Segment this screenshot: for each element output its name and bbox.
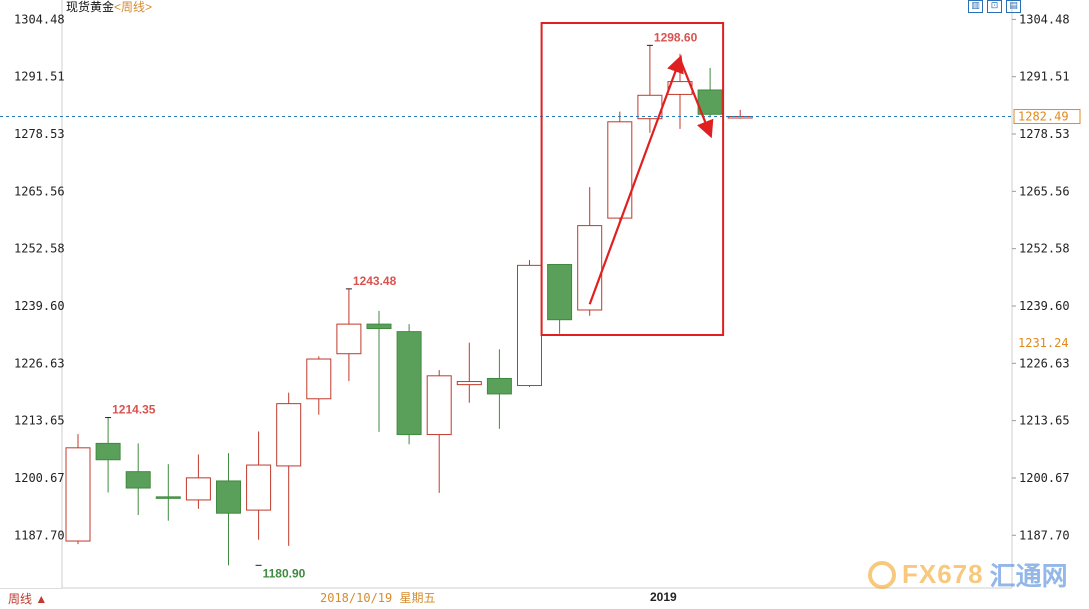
candle-body bbox=[216, 480, 241, 514]
y-axis-left: 1304.48 1291.51 1278.53 1265.56 1252.58 1239.… bbox=[14, 12, 65, 542]
candle-body bbox=[65, 447, 91, 542]
high-price-annotation: 1214.35 bbox=[112, 403, 156, 417]
current-price-box bbox=[1013, 109, 1081, 125]
candle-body bbox=[547, 263, 573, 321]
y-tick-label-left: 1265.56 bbox=[14, 184, 65, 198]
y-tick-label-left: 1291.51 bbox=[14, 70, 65, 84]
y-tick-label-left: 1252.58 bbox=[14, 242, 65, 256]
candle-body bbox=[95, 442, 121, 461]
y-tick-label-right: 1200.67 bbox=[1019, 471, 1070, 485]
candle-body bbox=[426, 375, 452, 436]
tools-icon[interactable]: ⊡ bbox=[987, 0, 1002, 13]
y-tick-label-right: 1252.58 bbox=[1019, 242, 1070, 256]
y-tick-label-right: 1265.56 bbox=[1019, 184, 1070, 198]
y-tick-label-left: 1278.53 bbox=[14, 127, 65, 141]
candle-body bbox=[396, 331, 422, 436]
low-price-annotation: 1180.90 bbox=[263, 566, 306, 580]
y-tick-label-left: 1226.63 bbox=[14, 356, 65, 370]
y-tick-label-left: 1304.48 bbox=[14, 12, 65, 26]
trend-arrow bbox=[588, 54, 684, 305]
candle-body bbox=[246, 464, 272, 511]
candle-body bbox=[276, 403, 302, 467]
candle-body bbox=[125, 471, 151, 489]
candle-body bbox=[185, 477, 211, 501]
chart-icon[interactable]: ▥ bbox=[968, 0, 983, 13]
watermark-brand-cn: 汇通网 bbox=[989, 561, 1068, 591]
candle-body bbox=[155, 496, 181, 499]
period-toggle-button[interactable]: 周线 ▲ bbox=[0, 588, 62, 608]
y-tick-label-right: 1304.48 bbox=[1019, 12, 1070, 26]
candle-body bbox=[517, 264, 542, 387]
y-tick-label-left: 1200.67 bbox=[14, 471, 65, 485]
y-axis-right: 1304.48 1291.51 1278.53 1265.56 1252.58 1239.… bbox=[1012, 12, 1070, 542]
candles-layer bbox=[65, 45, 753, 566]
cursor-date-label: 2018/10/19 星期五 bbox=[320, 591, 436, 605]
indicator-icon[interactable]: ▤ bbox=[1006, 0, 1021, 13]
y-tick-label-right: 1239.60 bbox=[1019, 299, 1070, 313]
current-price-label: 1282.49 bbox=[1018, 110, 1069, 124]
high-price-annotation: 1243.48 bbox=[353, 274, 397, 288]
brand-logo-icon bbox=[868, 560, 896, 589]
trend-arrow bbox=[678, 58, 714, 139]
instrument-name: 现货黄金 bbox=[66, 0, 115, 14]
candle-body bbox=[336, 323, 362, 355]
y-tick-label-left: 1239.60 bbox=[14, 299, 65, 313]
year-marker: 2019 bbox=[650, 590, 677, 604]
y-tick-label-right: 1278.53 bbox=[1019, 127, 1070, 141]
candle-body bbox=[607, 121, 633, 219]
watermark: FX678 汇通网 bbox=[868, 556, 1068, 593]
period-label: <周线> bbox=[114, 0, 153, 14]
chart-title: 现货黄金<周线> bbox=[66, 0, 152, 15]
candle-body bbox=[366, 323, 392, 330]
y-tick-label-right: 1226.63 bbox=[1019, 356, 1070, 370]
reference-price-label: 1231.24 bbox=[1018, 336, 1069, 350]
toolbar: ▥ ⊡ ▤ bbox=[968, 0, 1021, 13]
y-tick-label-left: 1187.70 bbox=[14, 528, 65, 542]
candle-body bbox=[306, 358, 332, 400]
candle-body bbox=[456, 381, 482, 386]
high-price-annotation: 1298.60 bbox=[654, 30, 698, 44]
y-tick-label-left: 1213.65 bbox=[14, 414, 65, 428]
y-tick-label-right: 1213.65 bbox=[1019, 414, 1070, 428]
candle-body bbox=[577, 225, 603, 311]
y-tick-label-right: 1187.70 bbox=[1019, 528, 1070, 542]
overlays-layer: 1282.49 1231.24 1214.35 1180.90 1243.48 1298.… bbox=[0, 22, 1081, 580]
candle-body bbox=[486, 377, 512, 395]
y-tick-label-right: 1291.51 bbox=[1019, 70, 1070, 84]
highlight-box bbox=[540, 22, 725, 336]
watermark-brand: FX678 bbox=[902, 559, 984, 589]
